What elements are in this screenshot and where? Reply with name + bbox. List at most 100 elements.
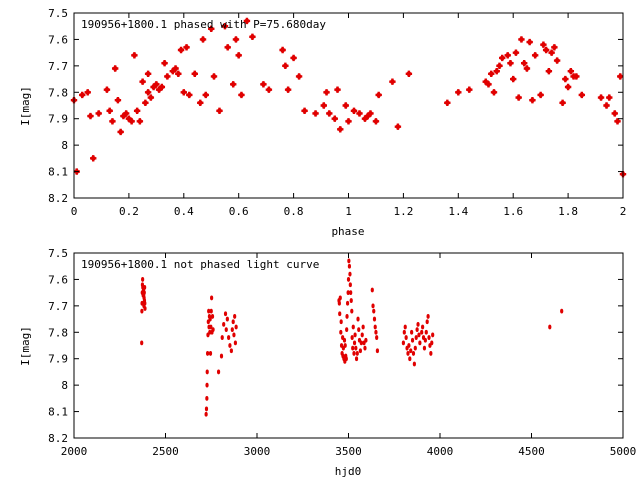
raw-data-point	[349, 298, 353, 303]
raw-data-point	[416, 321, 420, 327]
phased-data-point-core	[617, 74, 623, 79]
phased-x-tick-label: 1.8	[558, 205, 578, 218]
phased-data-point-core	[145, 71, 151, 77]
raw-data-point	[410, 329, 414, 335]
phased-data-point-core	[96, 111, 102, 116]
phased-data-point-core	[357, 111, 362, 116]
raw-data-point	[345, 327, 349, 333]
phased-data-point-core	[343, 103, 349, 108]
raw-data-point	[430, 340, 434, 346]
raw-data-point	[208, 351, 213, 356]
raw-data-point	[346, 277, 351, 282]
phased-data-point-core	[395, 124, 401, 130]
phased-data-point-core	[134, 108, 140, 114]
raw-data-point	[401, 340, 405, 346]
raw-data-point	[372, 308, 376, 314]
phased-y-tick-label: 8.2	[48, 192, 68, 205]
phased-data-point-core	[164, 74, 170, 79]
raw-data-point	[345, 314, 349, 319]
raw-data-point	[209, 324, 213, 330]
raw-x-tick-label: 5000	[610, 445, 637, 458]
raw-data-point	[423, 337, 427, 343]
raw-data-point	[216, 369, 221, 375]
phased-y-tick-label: 7.8	[48, 86, 68, 99]
phased-data-point-core	[373, 118, 379, 124]
phased-data-point-core	[211, 74, 217, 79]
phased-data-point-core	[494, 68, 500, 74]
phased-data-point-core	[129, 118, 135, 124]
raw-data-point	[421, 324, 425, 330]
phased-data-point-core	[491, 89, 497, 95]
raw-data-point	[234, 324, 238, 330]
phased-y-tick-label: 8.1	[48, 166, 68, 179]
phased-data-point-core	[510, 76, 516, 82]
phased-data-point-core	[285, 87, 291, 93]
raw-data-point	[403, 324, 407, 330]
phased-data-point-core	[123, 111, 129, 116]
phased-data-point-core	[532, 52, 538, 58]
phased-data-point-core	[104, 87, 110, 93]
raw-data-point	[338, 311, 342, 317]
phased-data-point-core	[508, 60, 513, 66]
phased-data-point-core	[606, 95, 612, 100]
phased-data-point-core	[546, 68, 552, 74]
phased-data-point-core	[85, 89, 91, 95]
phased-x-tick-label: 1.6	[503, 205, 523, 218]
phased-x-tick-label: 1	[345, 205, 352, 218]
phased-data-point-core	[90, 155, 96, 161]
raw-data-point	[407, 343, 411, 348]
phased-data-point-core	[530, 97, 535, 103]
raw-data-point	[231, 319, 235, 325]
phased-data-point-core	[175, 71, 181, 77]
phased-x-tick-label: 0.4	[174, 205, 194, 218]
phased-data-point-core	[148, 95, 154, 100]
phased-data-point-core	[145, 89, 151, 95]
raw-x-tick-label: 4000	[427, 445, 454, 458]
phased-data-point-core	[499, 55, 505, 61]
raw-data-point	[415, 327, 419, 333]
phased-data-point-core	[540, 42, 546, 48]
raw-data-point	[410, 337, 415, 343]
phased-data-point-core	[118, 129, 124, 135]
raw-data-point	[233, 314, 237, 319]
phased-data-point-core	[466, 87, 472, 93]
raw-data-point	[426, 314, 430, 319]
raw-data-point	[371, 303, 375, 309]
raw-data-point	[372, 316, 377, 322]
raw-data-point	[363, 345, 367, 351]
raw-data-point	[357, 327, 361, 333]
raw-data-point	[354, 356, 359, 362]
phased-data-point-core	[562, 76, 568, 82]
raw-data-point	[360, 332, 364, 338]
raw-data-point	[205, 395, 209, 401]
phased-data-point-core	[140, 79, 146, 85]
phased-data-point-core	[351, 108, 357, 114]
phased-data-point-core	[390, 79, 395, 85]
phased-data-point-core	[326, 111, 332, 116]
phased-data-point-core	[142, 100, 148, 106]
phased-data-point-core	[200, 37, 206, 42]
raw-data-point	[353, 332, 357, 338]
phased-data-point-core	[261, 81, 266, 87]
raw-y-tick-label: 8.1	[48, 406, 68, 419]
phased-data-point-core	[549, 50, 555, 56]
raw-data-point	[345, 300, 350, 306]
raw-data-point	[402, 329, 406, 335]
raw-data-point	[204, 411, 208, 417]
raw-data-point	[350, 308, 354, 314]
phased-x-tick-label: 0	[71, 205, 78, 218]
raw-x-tick-label: 4500	[518, 445, 545, 458]
raw-data-point	[420, 329, 424, 335]
raw-data-point	[209, 308, 213, 314]
raw-data-point	[205, 369, 209, 375]
phased-data-point-core	[250, 34, 255, 40]
phased-data-point-core	[337, 126, 343, 132]
phased-data-point-core	[444, 100, 450, 106]
raw-data-point	[355, 351, 359, 356]
raw-data-point	[411, 351, 416, 356]
raw-y-tick-label: 7.9	[48, 353, 68, 366]
raw-data-point	[408, 356, 412, 362]
phased-data-point-core	[598, 95, 604, 100]
phased-data-point-core	[266, 87, 272, 93]
raw-data-point	[350, 335, 354, 340]
